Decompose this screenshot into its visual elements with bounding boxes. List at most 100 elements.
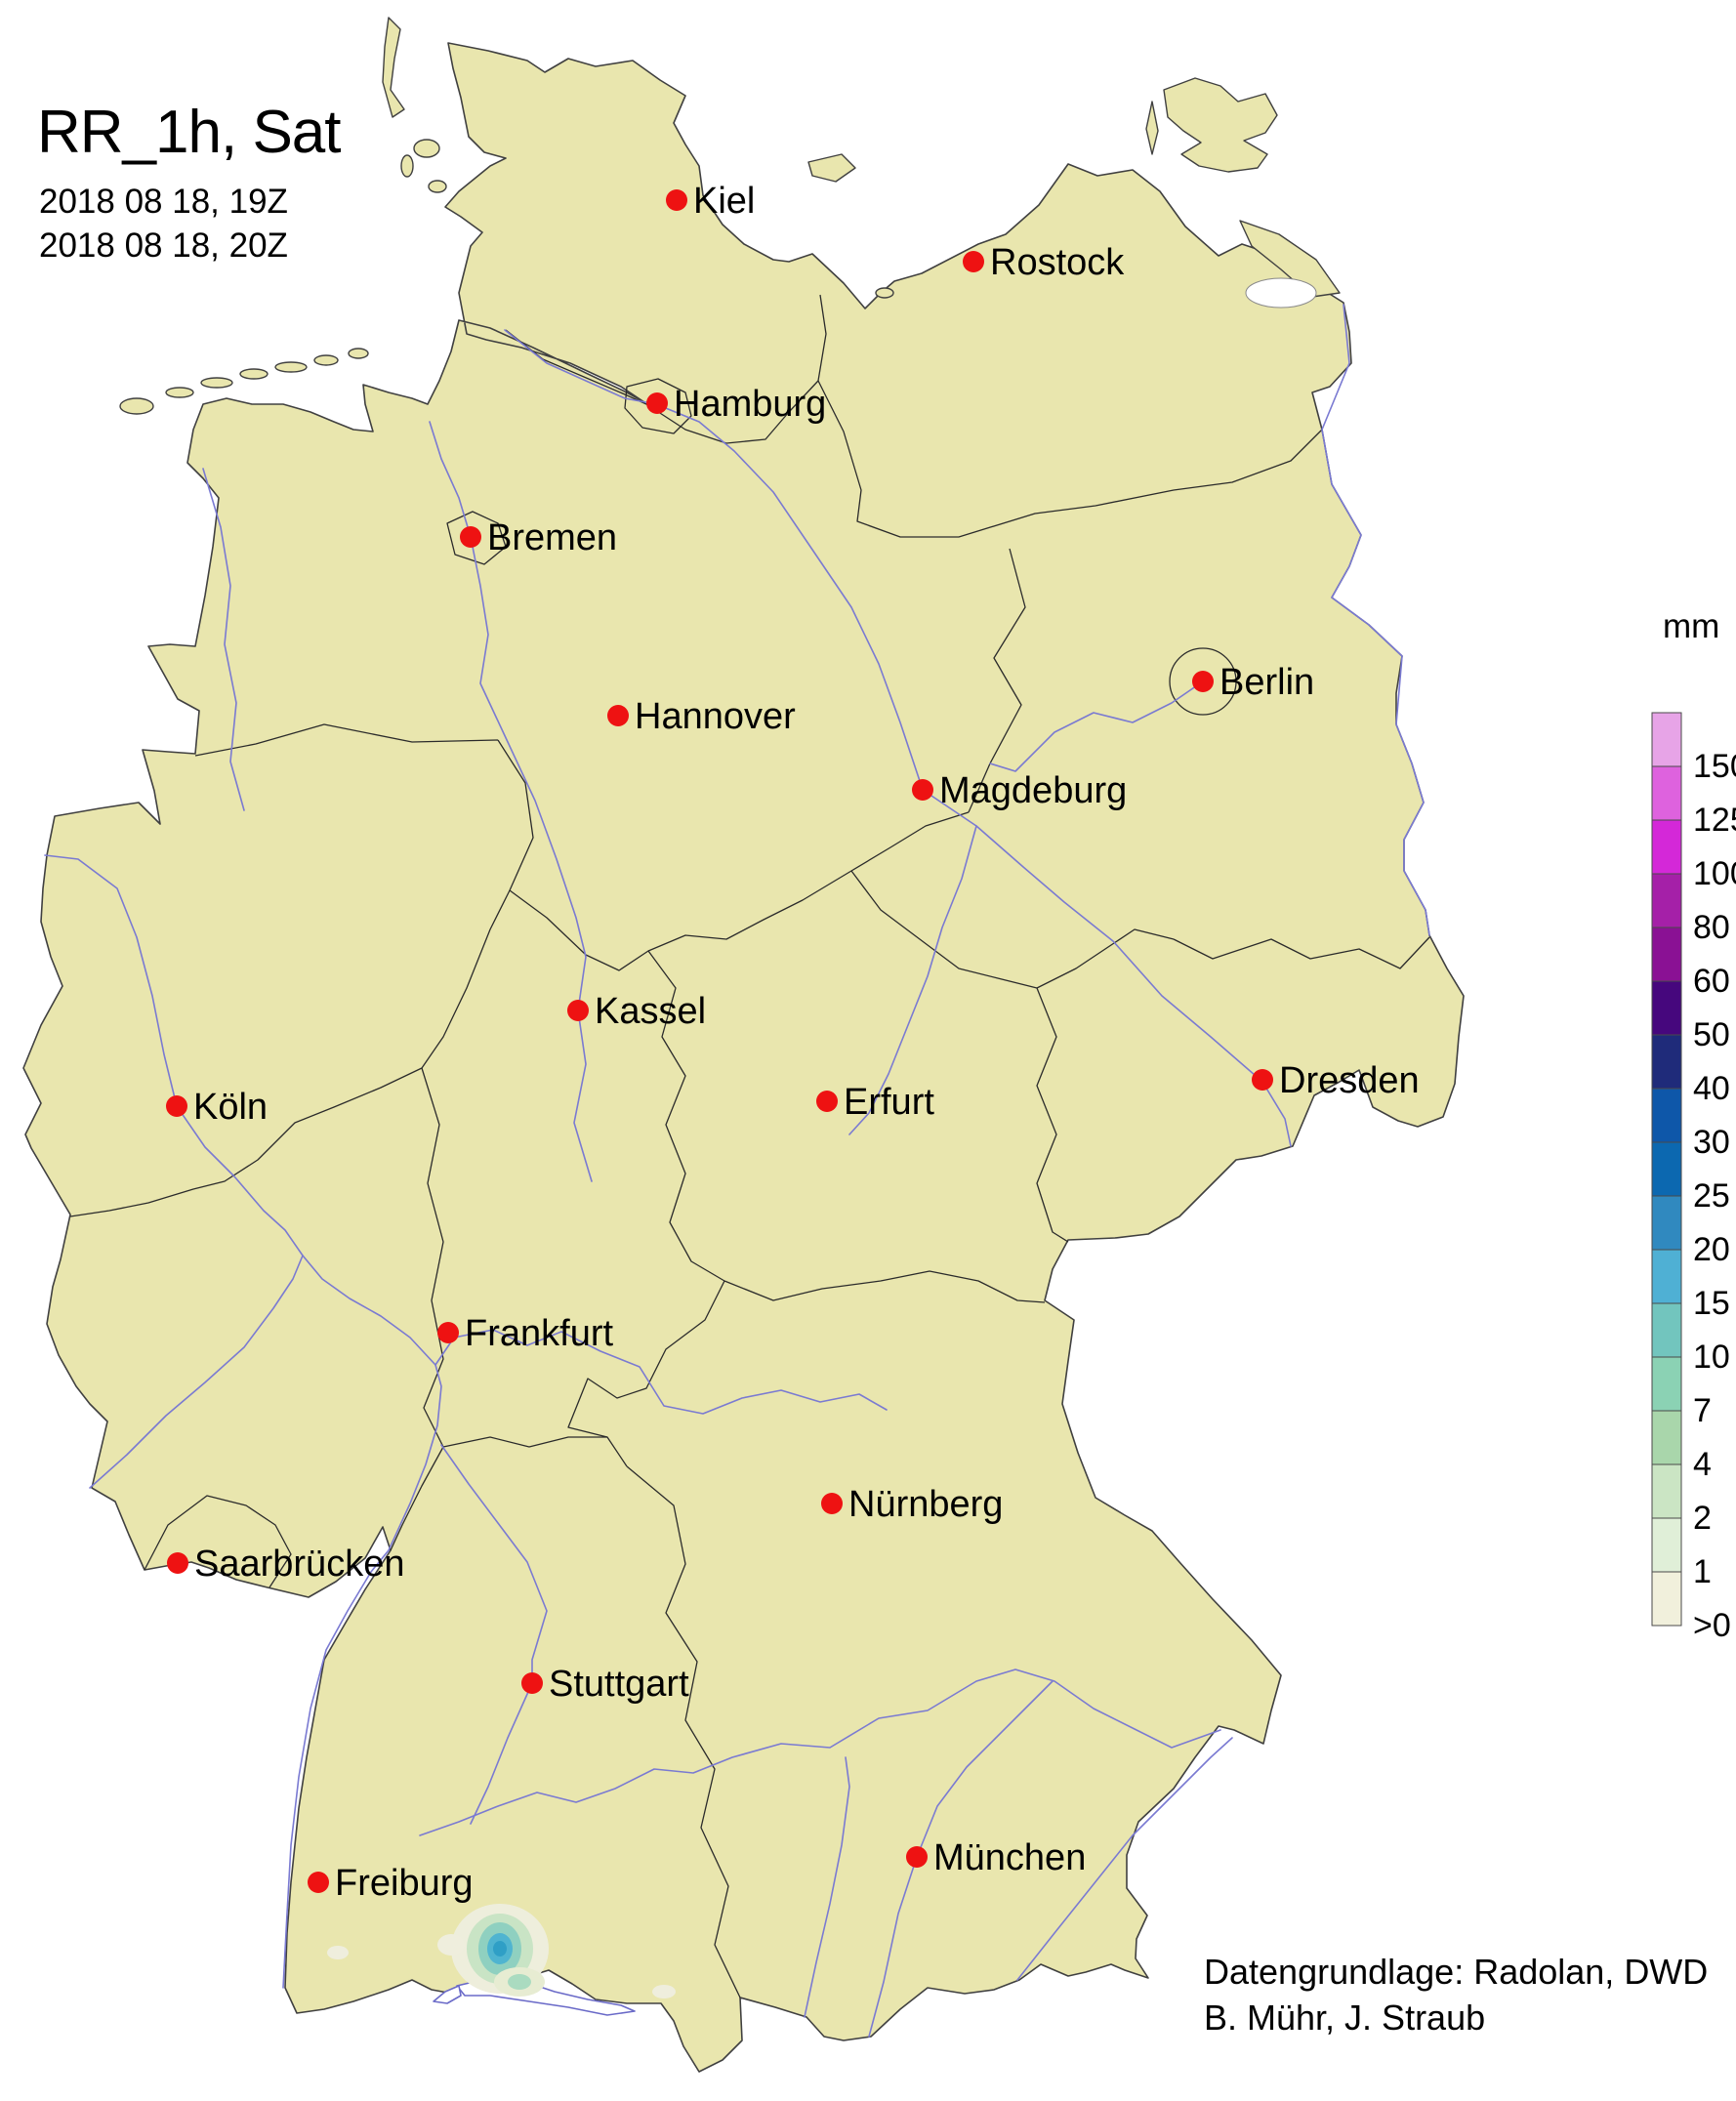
river-rhine bbox=[44, 854, 442, 1989]
city-dot bbox=[963, 251, 984, 272]
city-label: Saarbrücken bbox=[194, 1544, 404, 1585]
legend-color-bar: 150 125 100 80 60 50 40 30 25 20 15 10 7 4 2 1 >0 bbox=[1651, 712, 1736, 1644]
island-usedom bbox=[1239, 220, 1341, 298]
river-main bbox=[434, 1329, 888, 1415]
page-title: RR_1h, Sat bbox=[37, 99, 342, 166]
legend-tick-label: 30 bbox=[1693, 1124, 1730, 1161]
city-dot bbox=[821, 1493, 843, 1514]
legend-tick-label: 25 bbox=[1693, 1177, 1730, 1215]
legend-swatch bbox=[1651, 1410, 1682, 1465]
river-neckar bbox=[440, 1444, 548, 1825]
city-label: München bbox=[933, 1837, 1086, 1878]
city-label: Nürnberg bbox=[848, 1484, 1003, 1525]
legend-swatch bbox=[1651, 1195, 1682, 1251]
legend-swatch bbox=[1651, 873, 1682, 928]
legend-tick-label: >0 bbox=[1693, 1607, 1731, 1644]
city-label: Frankfurt bbox=[465, 1313, 613, 1354]
city-markers: Kiel Rostock Hamburg Bremen Hannover Berlin Ma… bbox=[166, 181, 1420, 1904]
city-dot bbox=[906, 1846, 928, 1868]
berlin-state-ring bbox=[1169, 647, 1237, 716]
legend-unit-label: mm bbox=[1663, 607, 1720, 645]
legend-tick-label: 100 bbox=[1693, 855, 1736, 892]
river-ems bbox=[202, 468, 245, 811]
island-sylt bbox=[382, 17, 405, 118]
legend-tick-label: 150 bbox=[1693, 748, 1736, 785]
island-baltrum bbox=[239, 368, 269, 380]
legend-swatch bbox=[1651, 1088, 1682, 1143]
germany-outline bbox=[22, 42, 1465, 2073]
legend-swatch bbox=[1651, 765, 1682, 821]
city-dot bbox=[460, 526, 481, 548]
river-mosel bbox=[89, 1255, 304, 1489]
timestamp-start: 2018 08 18, 19Z bbox=[39, 183, 288, 221]
legend-tick-label: 15 bbox=[1693, 1285, 1730, 1322]
legend-tick-label: 60 bbox=[1693, 963, 1730, 1000]
island-ruegen bbox=[1163, 77, 1278, 173]
legend-tick-label: 125 bbox=[1693, 802, 1736, 839]
legend-swatch bbox=[1651, 1356, 1682, 1412]
legend-tick-label: 80 bbox=[1693, 909, 1730, 946]
attribution-block: Datengrundlage: Radolan, DWD B. Mühr, J.… bbox=[1204, 1949, 1708, 2040]
city-label: Magdeburg bbox=[939, 770, 1127, 811]
legend-tick-label: 7 bbox=[1693, 1392, 1712, 1429]
city-dot bbox=[308, 1872, 329, 1893]
city-label: Dresden bbox=[1279, 1060, 1420, 1101]
island-juist bbox=[165, 387, 194, 398]
island-norderney bbox=[200, 377, 233, 389]
city-dot bbox=[912, 779, 933, 801]
river-havel bbox=[989, 680, 1204, 772]
island-foehr bbox=[413, 139, 440, 158]
river-lech bbox=[804, 1756, 850, 2018]
city-dot bbox=[1192, 671, 1214, 692]
legend-swatch bbox=[1651, 1302, 1682, 1358]
legend-swatch bbox=[1651, 927, 1682, 982]
timestamp-end: 2018 08 18, 20Z bbox=[39, 227, 288, 265]
lagoon-stettiner-haff bbox=[1245, 277, 1317, 309]
city-dot bbox=[816, 1091, 838, 1112]
legend-swatch bbox=[1651, 1463, 1682, 1519]
city-dot bbox=[521, 1672, 543, 1694]
city-label: Freiburg bbox=[335, 1863, 474, 1904]
legend-swatch bbox=[1651, 1517, 1682, 1573]
city-label: Hannover bbox=[635, 696, 796, 737]
attribution-authors: B. Mühr, J. Straub bbox=[1204, 1998, 1486, 2038]
river-elbe bbox=[504, 329, 1292, 1147]
legend-swatch bbox=[1651, 980, 1682, 1036]
city-dot bbox=[437, 1322, 459, 1343]
state-borders bbox=[69, 294, 1430, 1998]
city-dot bbox=[607, 705, 629, 726]
city-dot bbox=[567, 1000, 589, 1021]
legend-tick-label: 10 bbox=[1693, 1339, 1730, 1376]
river-isar bbox=[868, 1680, 1054, 2038]
island-amrum bbox=[400, 154, 414, 178]
island-borkum bbox=[119, 397, 154, 415]
legend-tick-label: 2 bbox=[1693, 1500, 1712, 1537]
city-dot bbox=[167, 1552, 188, 1574]
island-spiekeroog bbox=[313, 354, 339, 366]
islands bbox=[119, 17, 1341, 415]
legend-swatch bbox=[1651, 1249, 1682, 1304]
legend-tick-label: 1 bbox=[1693, 1553, 1712, 1590]
attribution-source: Datengrundlage: Radolan, DWD bbox=[1204, 1952, 1709, 1992]
river-oder-neisse bbox=[1321, 304, 1430, 936]
island-langeoog bbox=[274, 361, 308, 373]
river-danube bbox=[419, 1668, 1221, 1836]
city-dot bbox=[646, 392, 668, 414]
city-dot bbox=[166, 1095, 187, 1117]
legend-tick-label: 4 bbox=[1693, 1446, 1712, 1483]
city-label: Rostock bbox=[990, 242, 1125, 283]
legend-tick-label: 40 bbox=[1693, 1070, 1730, 1107]
precip-cell-layer bbox=[437, 1934, 465, 1956]
timestamp-block: 2018 08 18, 19Z 2018 08 18, 20Z bbox=[39, 180, 288, 268]
legend-swatch bbox=[1651, 1141, 1682, 1197]
island-wangerooge bbox=[348, 348, 369, 359]
city-dot bbox=[666, 189, 687, 211]
city-label: Hamburg bbox=[674, 384, 826, 425]
legend-tick-label: 20 bbox=[1693, 1231, 1730, 1268]
precip-cell-layer bbox=[508, 1974, 531, 1990]
legend-swatch bbox=[1651, 819, 1682, 875]
precip-cell-layer bbox=[327, 1946, 349, 1959]
precip-cell-layer bbox=[493, 1941, 507, 1957]
